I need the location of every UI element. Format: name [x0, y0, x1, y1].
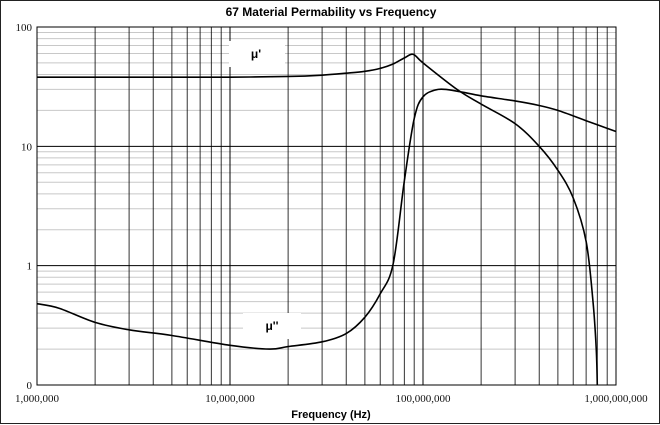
x-tick-label: 1,000,000,000	[584, 393, 648, 405]
x-tick-label: 1,000,000	[15, 393, 60, 405]
grid	[36, 27, 616, 386]
series-line-mu-prime	[36, 53, 599, 386]
y-tick-label: 100	[16, 22, 33, 34]
y-tick-label: 1	[27, 261, 33, 273]
series-line-mu-double-prime	[36, 88, 617, 350]
x-tick-label: 100,000,000	[396, 393, 452, 405]
y-tick-labels: 0 1 10 100	[16, 22, 33, 392]
annotation-mu-double-prime: μ''	[265, 319, 278, 333]
plot-area-border	[36, 26, 617, 386]
chart-title: 67 Material Permability vs Frequency	[226, 5, 437, 19]
x-tick-label: 10,000,000	[205, 393, 255, 405]
x-tick-labels: 1,000,000 10,000,000 100,000,000 1,000,000,…	[15, 393, 648, 405]
y-tick-label: 0	[27, 380, 33, 392]
x-axis-label: Frequency (Hz)	[291, 409, 371, 421]
label-box-mu-double-prime	[243, 313, 301, 339]
label-box-mu-prime	[229, 41, 285, 67]
y-tick-label: 10	[21, 141, 33, 153]
series-lines	[36, 53, 617, 386]
annotation-mu-prime: μ'	[251, 47, 261, 61]
